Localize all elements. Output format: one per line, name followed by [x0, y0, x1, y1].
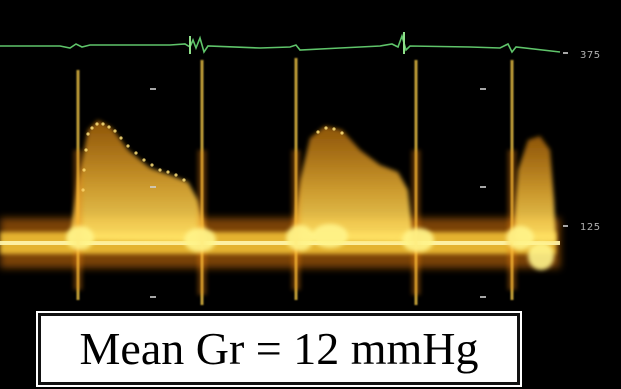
ecg-trace [0, 33, 561, 54]
baseline-blobs [66, 224, 554, 270]
flow-envelope-1 [70, 120, 206, 242]
flow-envelope-3 [512, 136, 556, 242]
flow-envelope-2 [292, 126, 413, 242]
spike-halos [73, 150, 517, 295]
mean-gradient-caption: Mean Gr = 12 mmHg [79, 323, 479, 374]
scale-ticks [150, 52, 568, 298]
ecg-qrs-spikes [189, 32, 405, 54]
caption-box: Mean Gr = 12 mmHg [36, 311, 522, 387]
flow-envelopes [70, 120, 556, 242]
scale-label-baseline: 125 [580, 222, 601, 233]
scale-label-top: 375 [580, 50, 601, 61]
baseline-line [0, 241, 560, 245]
